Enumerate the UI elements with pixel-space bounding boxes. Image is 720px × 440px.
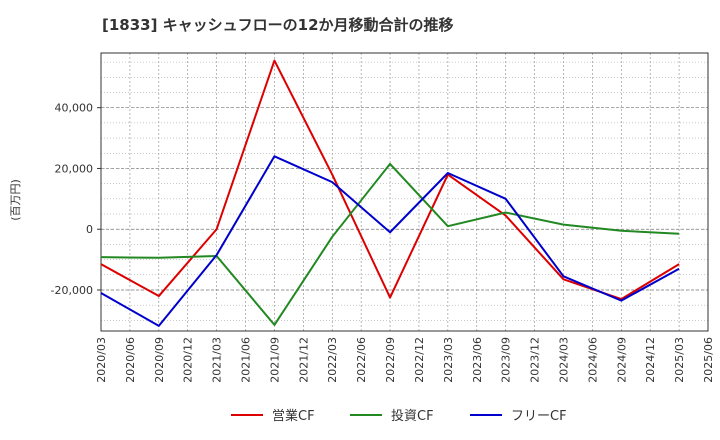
x-tick-label: 2023/03 xyxy=(442,337,455,383)
x-axis-ticks: 2020/03 2020/06 2020/09 2020/12 2021/03 2021/… xyxy=(95,337,715,383)
x-tick-label: 2024/06 xyxy=(586,337,599,383)
y-axis-ticks: -20,000 0 20,000 40,000 xyxy=(51,102,101,297)
series-line-2 xyxy=(100,162,680,326)
chart-title: [1833] キャッシュフローの12か月移動合計の推移 xyxy=(102,16,454,34)
y-axis-label: (百万円) xyxy=(9,179,22,221)
x-tick-label: 2023/09 xyxy=(500,337,513,383)
x-tick-label: 2020/12 xyxy=(182,337,195,383)
x-tick-label: 2020/09 xyxy=(153,337,166,383)
legend-label: 営業CF xyxy=(272,408,315,424)
grid xyxy=(100,53,709,331)
y-tick-label: 20,000 xyxy=(55,162,94,175)
x-tick-label: 2025/03 xyxy=(673,337,686,383)
series-line-3 xyxy=(100,155,680,327)
x-tick-label: 2024/03 xyxy=(557,337,570,383)
legend-label: フリーCF xyxy=(511,409,567,424)
plot-area xyxy=(100,52,709,332)
x-tick-label: 2023/06 xyxy=(471,337,484,383)
x-tick-label: 2021/12 xyxy=(297,337,310,383)
x-tick-label: 2022/06 xyxy=(355,337,368,383)
y-tick-label: 40,000 xyxy=(55,102,94,115)
series-line-1 xyxy=(100,59,680,301)
legend: 営業CF 投資CF フリーCF xyxy=(231,408,567,424)
x-tick-label: 2020/06 xyxy=(124,337,137,383)
legend-label: 投資CF xyxy=(391,408,434,424)
y-tick-label: 0 xyxy=(86,223,93,236)
x-tick-label: 2020/03 xyxy=(95,337,108,383)
x-tick-label: 2025/06 xyxy=(702,337,715,383)
x-tick-label: 2022/03 xyxy=(326,337,339,383)
x-tick-label: 2024/09 xyxy=(615,337,628,383)
x-tick-label: 2021/06 xyxy=(240,337,253,383)
x-tick-label: 2024/12 xyxy=(644,337,657,383)
x-tick-label: 2021/09 xyxy=(268,337,281,383)
x-tick-label: 2023/12 xyxy=(529,337,542,383)
y-tick-label: -20,000 xyxy=(51,284,93,297)
x-tick-label: 2022/09 xyxy=(384,337,397,383)
x-tick-label: 2021/03 xyxy=(211,337,224,383)
series-lines xyxy=(100,59,680,327)
x-tick-label: 2022/12 xyxy=(413,337,426,383)
